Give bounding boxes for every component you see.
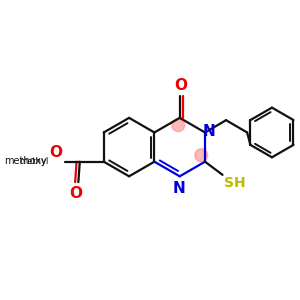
Text: N: N xyxy=(203,124,215,139)
Text: methyl: methyl xyxy=(20,157,49,166)
Circle shape xyxy=(172,119,185,132)
Circle shape xyxy=(195,149,208,162)
Text: methoxy: methoxy xyxy=(4,155,47,166)
Text: O: O xyxy=(174,78,187,93)
Text: SH: SH xyxy=(224,176,246,190)
Text: O: O xyxy=(49,145,62,160)
Text: O: O xyxy=(69,186,82,201)
Text: N: N xyxy=(173,181,185,196)
